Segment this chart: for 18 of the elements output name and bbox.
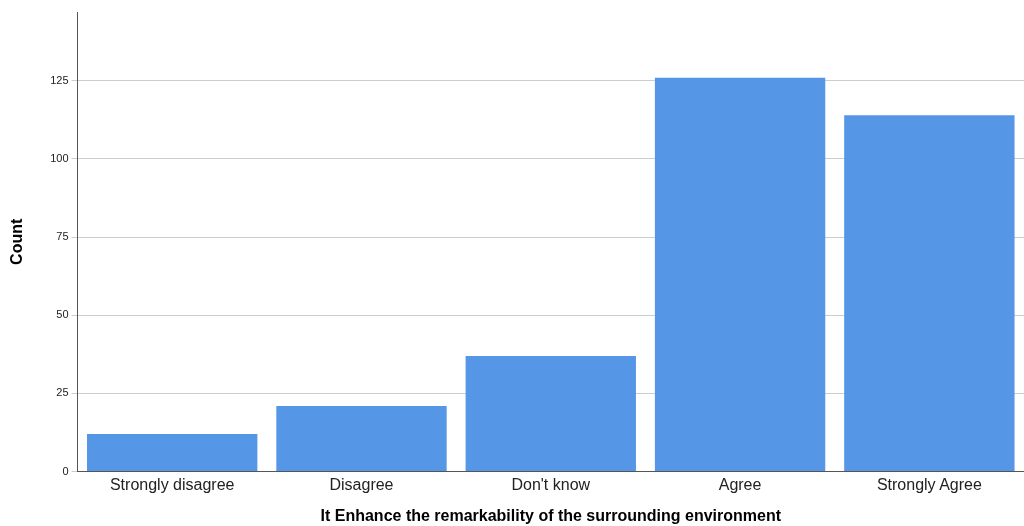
x-tick-label: Don't know	[511, 475, 591, 493]
x-tick-label: Strongly disagree	[109, 475, 235, 493]
x-axis-title: It Enhance the remarkability of the surrounding environment	[320, 506, 782, 524]
y-tick-label: 125	[50, 73, 69, 86]
y-axis-title: Count	[8, 218, 26, 265]
y-tick-label: 0	[62, 464, 69, 477]
bar	[276, 405, 447, 472]
bar	[654, 77, 826, 472]
x-tick-label: Disagree	[329, 475, 394, 493]
y-tick-label: 50	[56, 308, 69, 321]
y-tick-label: 25	[56, 386, 69, 399]
bar	[87, 434, 258, 472]
x-tick-label: Agree	[718, 475, 762, 493]
bar	[844, 115, 1015, 472]
bar	[465, 355, 636, 472]
x-tick-label: Strongly Agree	[876, 475, 982, 493]
y-tick-label: 100	[50, 151, 69, 164]
y-tick-label: 75	[56, 230, 69, 243]
